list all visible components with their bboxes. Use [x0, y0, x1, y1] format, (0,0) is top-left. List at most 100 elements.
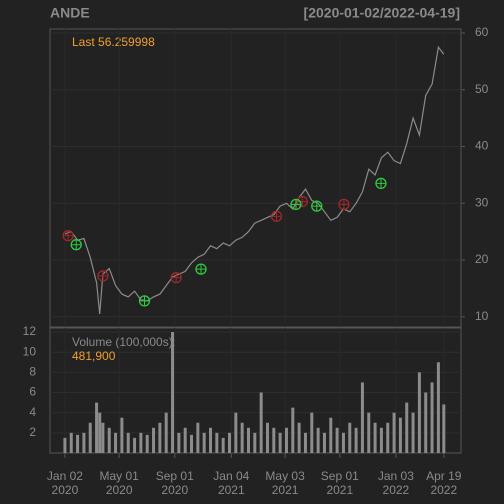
- volume-bar: [379, 427, 383, 453]
- volume-bar: [373, 422, 377, 453]
- volume-bar: [101, 422, 105, 453]
- volume-bar: [278, 432, 282, 453]
- volume-bar: [126, 432, 130, 453]
- y-tick-label: 2: [29, 425, 36, 439]
- volume-bar: [177, 432, 181, 453]
- y-tick-label: 30: [475, 195, 489, 209]
- volume-bar: [348, 422, 352, 453]
- volume-bar: [158, 422, 162, 453]
- y-tick-label: 10: [23, 344, 37, 358]
- y-tick-label: 8: [29, 365, 36, 379]
- volume-bar: [310, 412, 314, 453]
- volume-bar: [291, 407, 295, 453]
- volume-bar: [424, 392, 428, 453]
- volume-bar: [329, 417, 333, 453]
- volume-bar: [436, 362, 440, 453]
- signal-cross: [71, 239, 82, 250]
- volume-bar: [152, 427, 156, 453]
- signal-cross: [311, 201, 322, 212]
- volume-bar: [442, 404, 446, 453]
- volume-bar: [171, 332, 175, 453]
- volume-bar: [221, 437, 225, 453]
- last-volume: 481,900: [72, 349, 116, 363]
- volume-bar: [303, 432, 307, 453]
- volume-bar: [133, 437, 137, 453]
- volume-bar: [284, 427, 288, 453]
- volume-bar: [145, 434, 149, 453]
- signal-cross: [97, 270, 108, 281]
- volume-bar: [246, 427, 250, 453]
- y-tick-label: 4: [29, 405, 36, 419]
- panel-frame: [49, 28, 462, 328]
- volume-bar: [98, 412, 102, 453]
- x-tick-label: Sep 01 2021: [320, 469, 359, 497]
- volume-bar: [215, 432, 219, 453]
- volume-bar: [114, 432, 118, 453]
- price-line: [64, 45, 445, 314]
- volume-bar: [405, 402, 409, 453]
- volume-bar: [240, 422, 244, 453]
- volume-bar: [297, 422, 301, 453]
- y-tick-label: 40: [475, 139, 489, 153]
- volume-bar: [95, 402, 99, 453]
- x-tick-label: Apr 19 2022: [426, 469, 462, 497]
- volume-bar: [164, 412, 168, 453]
- volume-bar: [209, 427, 213, 453]
- volume-bar: [411, 412, 415, 453]
- signal-cross: [196, 264, 207, 275]
- volume-bar: [272, 427, 276, 453]
- volume-bar: [367, 412, 371, 453]
- volume-bar: [360, 382, 364, 453]
- signal-cross: [375, 178, 386, 189]
- volume-bar: [190, 434, 194, 453]
- volume-bar: [253, 432, 257, 453]
- volume-bar: [120, 417, 124, 453]
- signal-cross: [63, 230, 74, 241]
- volume-bar: [341, 432, 345, 453]
- date-range: [2020-01-02/2022-04-19]: [304, 5, 460, 21]
- volume-bar: [228, 432, 232, 453]
- signal-cross: [290, 199, 301, 210]
- y-tick-label: 60: [475, 25, 489, 39]
- y-tick-label: 12: [23, 324, 37, 338]
- volume-bar: [386, 422, 390, 453]
- volume-bar: [259, 392, 263, 453]
- y-tick-label: 20: [475, 252, 489, 266]
- signal-cross: [271, 211, 282, 222]
- x-tick-label: Jan 03 2022: [377, 469, 414, 497]
- volume-label: Volume (100,000s):: [72, 335, 176, 349]
- last-price: Last 56.259998: [72, 35, 155, 49]
- volume-bar: [107, 427, 111, 453]
- volume-bar: [335, 427, 339, 453]
- y-tick-label: 6: [29, 385, 36, 399]
- volume-bar: [63, 437, 67, 453]
- x-tick-label: Sep 01 2020: [155, 469, 194, 497]
- volume-bar: [202, 432, 206, 453]
- signal-cross: [338, 199, 349, 210]
- chart-title: ANDE: [50, 5, 90, 21]
- volume-bar: [82, 432, 86, 453]
- volume-bar: [234, 412, 238, 453]
- x-tick-label: Jan 04 2021: [213, 469, 250, 497]
- volume-bar: [354, 427, 358, 453]
- x-tick-label: Jan 02 2020: [46, 469, 83, 497]
- signal-cross: [139, 295, 150, 306]
- volume-bar: [417, 372, 421, 453]
- volume-bar: [88, 422, 92, 453]
- volume-bar: [69, 432, 73, 453]
- volume-bar: [265, 422, 269, 453]
- volume-bar: [196, 422, 200, 453]
- volume-bar: [398, 417, 402, 453]
- signal-cross: [297, 196, 308, 207]
- volume-bar: [322, 432, 326, 453]
- volume-bar: [430, 382, 434, 453]
- volume-bar: [183, 427, 187, 453]
- x-tick-label: May 03 2021: [265, 469, 305, 497]
- volume-bar: [392, 412, 396, 453]
- x-tick-label: May 01 2020: [99, 469, 139, 497]
- signal-cross: [171, 272, 182, 283]
- y-tick-label: 50: [475, 82, 489, 96]
- volume-bar: [139, 432, 143, 453]
